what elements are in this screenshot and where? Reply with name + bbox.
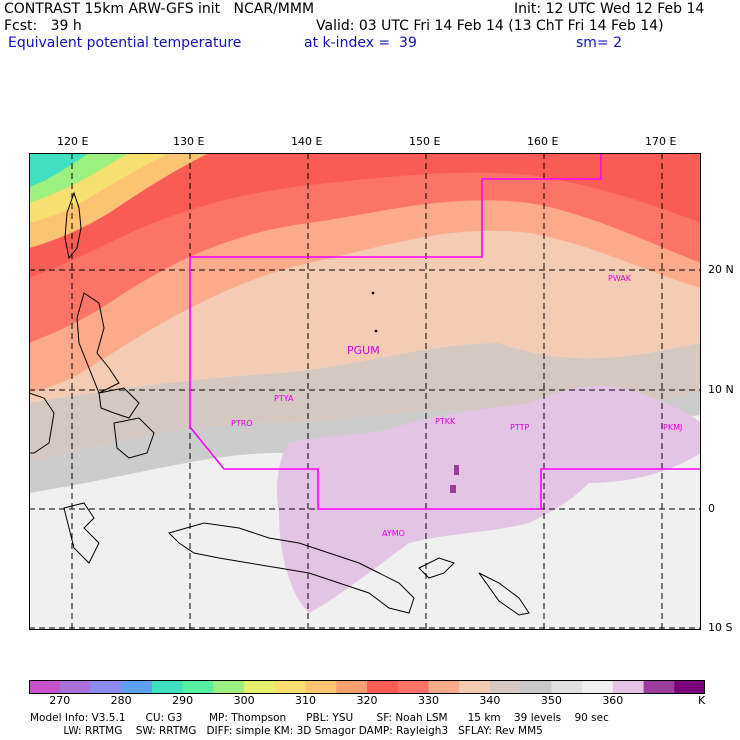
marker-dark-1	[454, 465, 459, 475]
colorbar-swatch	[459, 680, 491, 694]
colorbar-swatch	[582, 680, 614, 694]
colorbar-swatch	[213, 680, 245, 694]
colorbar-swatch	[121, 680, 153, 694]
colorbar-unit: K	[698, 694, 706, 707]
coast-sulawesi	[63, 502, 100, 564]
theta-e-map: PWAK PGUM PTYA PTRO PTKK PTTP PKMJ AYMO	[29, 153, 701, 630]
station-dot	[371, 291, 375, 295]
lat-label-0: 0	[708, 502, 715, 515]
colorbar-label: 300	[233, 694, 255, 707]
colorbar-swatch	[551, 680, 583, 694]
colorbar-swatch	[612, 680, 645, 694]
lat-label-10n: 10 N	[708, 383, 734, 396]
lon-label-160: 160 E	[527, 135, 559, 148]
lat-label-10s: 10 S	[708, 621, 733, 634]
domain-boundary	[189, 153, 701, 510]
colorbar-swatch	[489, 680, 522, 694]
station-label: PTTP	[510, 423, 529, 432]
colorbar-swatch	[244, 680, 276, 694]
coast-borneo-edge	[29, 392, 55, 454]
band-teal	[29, 153, 89, 187]
coast-taiwan	[64, 191, 82, 260]
colorbar-swatch	[520, 680, 552, 694]
station-label: PWAK	[608, 274, 632, 283]
colorbar-label: 350	[540, 694, 562, 707]
colorbar-swatch	[397, 680, 429, 694]
station-label: AYMO	[382, 529, 405, 538]
colorbar-swatch	[274, 680, 307, 694]
region-lilac	[277, 385, 701, 613]
colorbar-swatch	[643, 680, 675, 694]
coast-new-guinea	[168, 522, 415, 614]
station-label: PTYA	[274, 394, 294, 403]
coast-luzon	[76, 292, 120, 394]
colorbar-swatch	[90, 680, 122, 694]
colorbar-swatch	[305, 680, 337, 694]
lon-label-120: 120 E	[57, 135, 89, 148]
marker-dark-2	[450, 485, 456, 493]
colorbar-swatch	[428, 680, 460, 694]
colorbar-label: 270	[49, 694, 71, 707]
colorbar	[29, 680, 705, 694]
colorbar-label: 310	[295, 694, 317, 707]
header-init: Init: 12 UTC Wed 12 Feb 14	[514, 1, 705, 17]
lon-label-130: 130 E	[173, 135, 205, 148]
colorbar-label: 340	[479, 694, 501, 707]
station-label: PTRO	[231, 419, 253, 428]
station-label: PTKK	[435, 417, 456, 426]
band-red	[29, 153, 701, 278]
band-grey-mid	[29, 343, 701, 463]
lon-label-140: 140 E	[291, 135, 323, 148]
lon-label-170: 170 E	[645, 135, 677, 148]
colorbar-swatch	[674, 680, 705, 694]
colorbar-label: 360	[602, 694, 624, 707]
station-label: PGUM	[347, 344, 380, 357]
field-level: at k-index = 39	[304, 35, 417, 51]
field-title: Equivalent potential temperature	[8, 35, 242, 51]
colorbar-swatch	[336, 680, 368, 694]
lon-label-150: 150 E	[409, 135, 441, 148]
coast-visayas	[98, 387, 140, 419]
header-valid: Valid: 03 UTC Fri 14 Feb 14 (13 ChT Fri …	[316, 18, 664, 34]
colorbar-label: 330	[417, 694, 439, 707]
field-smoothing: sm= 2	[576, 35, 623, 51]
footer-physics: LW: RRTMG SW: RRTMG DIFF: simple KM: 3D …	[30, 725, 543, 737]
map-frame	[29, 153, 701, 630]
lat-label-20n: 20 N	[708, 263, 734, 276]
footer-model-info: Model Info: V3.5.1 CU: G3 MP: Thompson P…	[30, 712, 609, 724]
colorbar-label: 290	[172, 694, 194, 707]
colorbar-swatch	[59, 680, 91, 694]
colorbar-swatch	[151, 680, 184, 694]
coast-solomon	[478, 572, 530, 616]
header-line1-left: CONTRAST 15km ARW-GFS init NCAR/MMM	[4, 1, 315, 17]
colorbar-label: 280	[110, 694, 132, 707]
coast-mindanao	[113, 417, 155, 459]
colorbar-swatch	[182, 680, 214, 694]
colorbar-swatch	[29, 680, 61, 694]
header-fcst: Fcst: 39 h	[4, 18, 82, 34]
colorbar-swatch	[367, 680, 399, 694]
colorbar-label: 320	[356, 694, 378, 707]
coast-new-britain	[418, 557, 455, 579]
station-label: PKMJ	[663, 423, 682, 432]
station-dot	[374, 329, 378, 333]
